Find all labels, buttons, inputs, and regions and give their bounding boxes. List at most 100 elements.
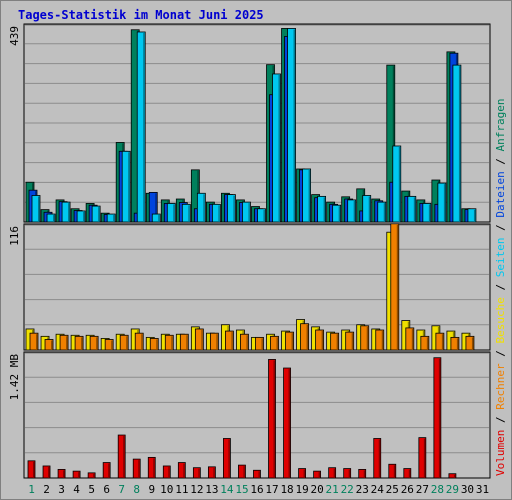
legend-separator: / bbox=[494, 410, 507, 430]
bar-shade bbox=[246, 335, 248, 350]
bar-shade bbox=[33, 461, 35, 478]
bar-seiten-day-16 bbox=[257, 208, 266, 223]
bar-volumen-day-28 bbox=[433, 357, 442, 479]
bar-shade bbox=[128, 152, 130, 222]
x-tick-label: 19 bbox=[295, 483, 308, 496]
bar-shade bbox=[381, 331, 384, 350]
bar-shade bbox=[96, 337, 98, 350]
bar-volumen-day-2 bbox=[42, 465, 51, 479]
x-tick-label: 16 bbox=[250, 483, 263, 496]
bar-shade bbox=[218, 205, 220, 222]
x-tick-label: 28 bbox=[431, 483, 444, 496]
bar-shade bbox=[291, 333, 293, 350]
bar-shade bbox=[288, 369, 290, 478]
bar-shade bbox=[276, 337, 278, 350]
bar-shade bbox=[233, 195, 235, 222]
bar-seiten-day-14 bbox=[227, 194, 236, 223]
bar-seiten-day-19 bbox=[302, 168, 311, 223]
x-tick-label: 11 bbox=[175, 483, 188, 496]
bar-shade bbox=[83, 211, 85, 222]
bar-shade bbox=[141, 334, 143, 350]
bar-rechner-day-5 bbox=[89, 335, 99, 351]
bar-seiten-day-2 bbox=[46, 213, 56, 223]
bar-shade bbox=[413, 197, 416, 222]
bar-rechner-day-29 bbox=[450, 336, 460, 351]
legend-separator: / bbox=[494, 277, 507, 297]
bar-shade bbox=[98, 207, 100, 222]
bar-rechner-day-7 bbox=[119, 334, 129, 351]
bar-rechner-day-18 bbox=[285, 331, 294, 351]
x-tick-label: 26 bbox=[401, 483, 414, 496]
bar-shade bbox=[363, 470, 366, 478]
bar-shade bbox=[471, 337, 474, 350]
bar-shade bbox=[456, 338, 459, 350]
bar-shade bbox=[216, 334, 218, 350]
bar-volumen-day-8 bbox=[132, 458, 141, 479]
bar-shade bbox=[348, 469, 351, 478]
bar-seiten-day-4 bbox=[76, 210, 86, 223]
bar-shade bbox=[111, 340, 113, 350]
x-tick-label: 10 bbox=[160, 483, 173, 496]
bar-rechner-day-10 bbox=[164, 334, 174, 351]
bar-shade bbox=[443, 184, 446, 222]
legend-item-rechner: Rechner bbox=[494, 363, 507, 410]
bar-seiten-day-6 bbox=[106, 213, 116, 223]
bar-rechner-day-14 bbox=[225, 330, 234, 351]
bar-volumen-day-17 bbox=[268, 359, 276, 479]
legend-item-besuche: Besuche bbox=[494, 297, 507, 343]
bar-shade bbox=[441, 334, 444, 350]
bar-rechner-day-21 bbox=[330, 332, 340, 351]
bar-shade bbox=[368, 196, 371, 222]
bar-shade bbox=[53, 215, 55, 222]
bar-shade bbox=[423, 438, 426, 478]
bar-volumen-day-12 bbox=[192, 467, 201, 479]
bar-shade bbox=[171, 336, 173, 350]
bar-shade bbox=[426, 337, 429, 350]
bar-volumen-day-27 bbox=[418, 437, 427, 479]
bar-shade bbox=[353, 200, 356, 222]
bar-shade bbox=[203, 194, 205, 222]
x-tick-label: 3 bbox=[58, 483, 65, 496]
bar-rechner-day-9 bbox=[149, 338, 159, 351]
chart-title: Tages-Statistik im Monat Juni 2025 bbox=[18, 8, 264, 22]
bar-shade bbox=[336, 334, 339, 350]
bar-volumen-day-21 bbox=[328, 467, 337, 479]
bar-shade bbox=[351, 333, 354, 350]
bar-seiten-day-15 bbox=[242, 201, 251, 223]
bar-shade bbox=[438, 358, 441, 478]
x-tick-label: 7 bbox=[118, 483, 125, 496]
bar-rechner-day-30 bbox=[465, 335, 475, 351]
bar-seiten-day-11 bbox=[181, 203, 191, 223]
bar-rechner-day-12 bbox=[194, 328, 204, 351]
x-tick-label: 18 bbox=[280, 483, 293, 496]
x-tick-label: 6 bbox=[103, 483, 110, 496]
bar-rechner-day-20 bbox=[315, 329, 325, 351]
bar-seiten-day-29 bbox=[452, 64, 462, 223]
bar-shade bbox=[453, 474, 456, 478]
bar-shade bbox=[293, 29, 295, 223]
x-tick-label: 1 bbox=[28, 483, 35, 496]
bar-shade bbox=[213, 467, 215, 478]
bar-seiten-day-26 bbox=[407, 195, 417, 223]
bar-volumen-day-29 bbox=[448, 473, 457, 479]
bar-seiten-day-25 bbox=[392, 145, 402, 223]
bar-volumen-day-15 bbox=[238, 464, 246, 479]
bar-seiten-day-20 bbox=[317, 195, 327, 223]
bar-shade bbox=[278, 74, 280, 222]
x-tick-label: 5 bbox=[88, 483, 95, 496]
bar-rechner-day-26 bbox=[405, 327, 415, 351]
bar-rechner-day-4 bbox=[74, 335, 84, 351]
bar-rechner-day-24 bbox=[375, 329, 385, 351]
legend-item-dateien: Dateien bbox=[494, 171, 507, 217]
bar-shade bbox=[168, 466, 170, 478]
bar-seiten-day-23 bbox=[362, 195, 372, 223]
y-max-label-bottom: 1.42 MB bbox=[8, 354, 21, 401]
x-tick-label: 4 bbox=[73, 483, 80, 496]
bar-volumen-day-24 bbox=[373, 438, 382, 479]
bar-shade bbox=[398, 146, 401, 222]
bar-rechner-day-3 bbox=[59, 334, 69, 351]
x-tick-label: 30 bbox=[461, 483, 474, 496]
bar-seiten-day-22 bbox=[347, 199, 357, 223]
